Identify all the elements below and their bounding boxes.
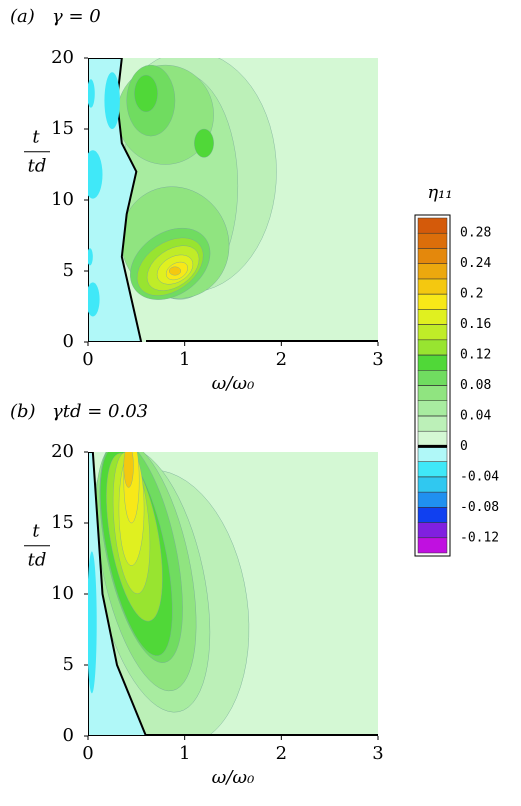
colorbar-tick-label: 0.08	[460, 378, 491, 393]
y-tick-label: 20	[51, 47, 74, 68]
colorbar-frame	[414, 214, 451, 557]
colorbar-swatch	[417, 385, 448, 401]
plot-area	[88, 452, 378, 736]
plot-area	[88, 58, 378, 342]
colorbar-swatch	[417, 507, 448, 523]
x-tick-label: 0	[82, 743, 93, 764]
panel-label: (b)	[10, 401, 36, 422]
colorbar-swatch	[417, 446, 448, 462]
x-tick-label: 1	[179, 349, 190, 370]
contour-region	[123, 452, 134, 488]
colorbar-tick-label: 0.2	[460, 287, 483, 302]
colorbar-tick-label: 0.28	[460, 226, 491, 241]
negative-region	[88, 452, 148, 736]
y-tick-label: 10	[51, 189, 74, 210]
colorbar-swatch	[417, 400, 448, 417]
y-tick-label: 15	[51, 512, 74, 533]
contour-region	[194, 128, 214, 158]
colorbar-swatch	[417, 522, 448, 539]
x-tick-label: 2	[276, 743, 287, 764]
negative-region	[88, 58, 143, 342]
y-axis-label-denominator: td	[28, 550, 47, 571]
contour-region	[88, 248, 93, 266]
y-tick-label: 15	[51, 118, 74, 139]
colorbar-tick-label: 0.12	[460, 348, 491, 363]
colorbar-swatch	[417, 370, 448, 386]
y-tick-label: 0	[63, 725, 74, 746]
colorbar-swatch	[417, 293, 448, 310]
colorbar-tick-label: -0.08	[460, 500, 499, 515]
colorbar-swatch	[417, 461, 448, 478]
x-axis-label: ω/ω₀	[212, 373, 255, 394]
y-tick-label: 10	[51, 583, 74, 604]
y-tick-label: 0	[63, 331, 74, 352]
y-tick-label: 20	[51, 441, 74, 462]
colorbar-swatch	[417, 248, 448, 264]
x-tick-label: 3	[372, 349, 383, 370]
panel-title: γ = 0	[52, 6, 101, 27]
contour-region	[134, 74, 158, 113]
panel-title: γtd = 0.03	[52, 401, 148, 422]
x-tick-label: 3	[372, 743, 383, 764]
colorbar-title: η₁₁	[427, 182, 452, 203]
contour-region	[88, 79, 95, 108]
colorbar-swatch	[417, 278, 448, 295]
colorbar-swatch	[417, 430, 448, 447]
colorbar-swatch	[417, 415, 448, 432]
colorbar-tick-label: 0.16	[460, 317, 491, 332]
colorbar-tick-label: -0.04	[460, 469, 499, 484]
contour-region	[88, 551, 97, 694]
contour-region	[168, 266, 181, 276]
colorbar-swatch	[417, 339, 448, 356]
colorbar-swatch	[417, 491, 448, 508]
colorbar-tick-label: -0.12	[460, 530, 499, 545]
contour-region	[104, 72, 120, 129]
y-axis-label-denominator: td	[28, 156, 47, 177]
colorbar-swatch	[417, 309, 448, 325]
y-tick-label: 5	[63, 654, 74, 675]
colorbar-swatch	[417, 217, 448, 234]
y-axis-label: t	[32, 521, 40, 542]
y-tick-label: 5	[63, 260, 74, 281]
x-axis-label: ω/ω₀	[212, 767, 255, 788]
colorbar-tick-label: 0	[460, 439, 468, 454]
colorbar-swatch	[417, 232, 448, 249]
colorbar-tick-label: 0.24	[460, 256, 491, 271]
colorbar-swatch	[417, 263, 448, 280]
colorbar-swatch	[417, 537, 448, 554]
y-axis-label: t	[32, 127, 40, 148]
colorbar-swatch	[417, 476, 448, 493]
panel-label: (a)	[10, 6, 35, 27]
colorbar-swatch	[417, 354, 448, 371]
colorbar-swatch	[417, 324, 448, 341]
x-tick-label: 1	[179, 743, 190, 764]
colorbar-tick-label: 0.04	[460, 408, 491, 423]
contour-region	[88, 150, 103, 199]
contour-region	[88, 282, 100, 317]
x-tick-label: 2	[276, 349, 287, 370]
x-tick-label: 0	[82, 349, 93, 370]
